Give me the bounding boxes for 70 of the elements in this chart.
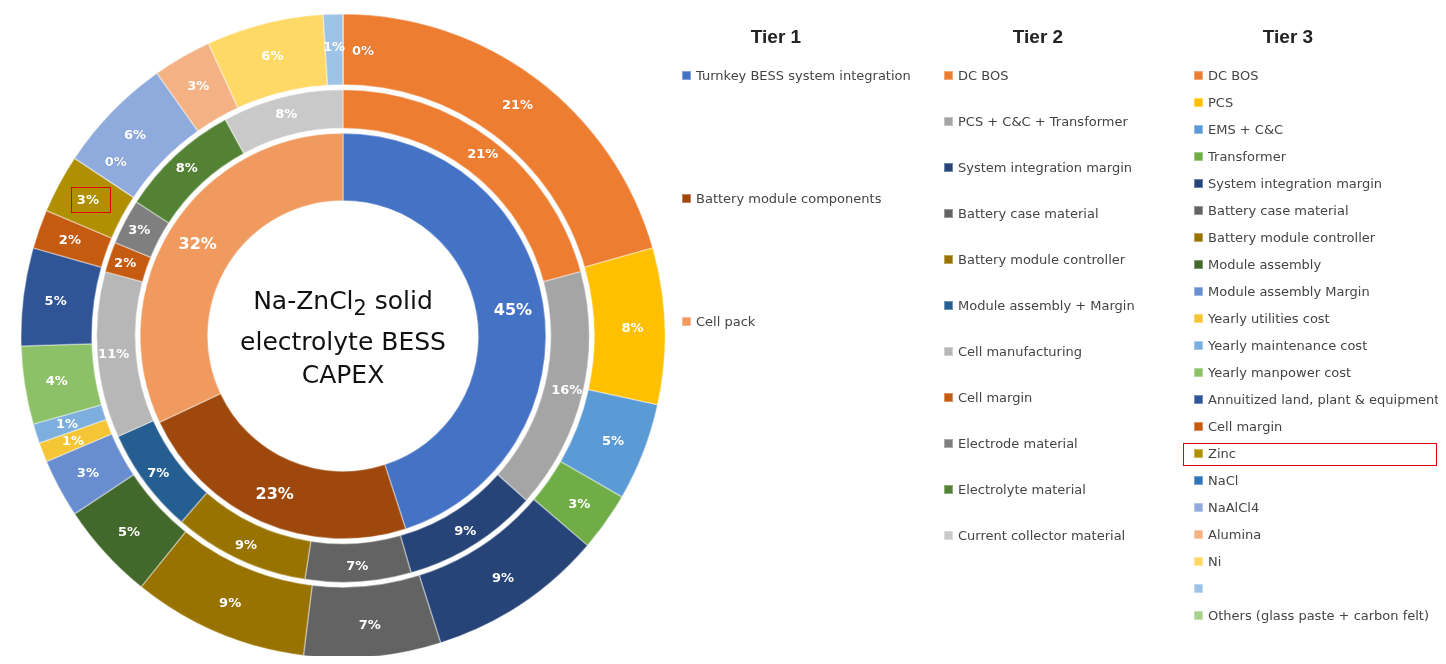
legend-title: Tier 1 [750, 26, 802, 47]
legend-label: Turnkey BESS system integration [695, 68, 911, 83]
legend-label: PCS + C&C + Transformer [958, 114, 1129, 129]
data-label: 8% [175, 159, 198, 175]
legend-label: Cell pack [696, 314, 756, 329]
data-label: 3% [128, 221, 151, 237]
data-label: 6% [261, 47, 284, 63]
legend-label: Cell manufacturing [958, 344, 1083, 359]
data-label: 8% [621, 319, 644, 335]
legend-label: Battery module controller [958, 252, 1126, 267]
legend-label: PCS [1208, 95, 1234, 110]
legend-label: NaAlCl4 [1208, 500, 1260, 515]
legend-label: Electrolyte material [958, 482, 1086, 497]
legend-label: Battery module components [696, 191, 882, 206]
legend-label: Module assembly [1208, 257, 1322, 272]
data-label: 7% [147, 465, 170, 481]
legend-label: Yearly maintenance cost [1207, 338, 1368, 353]
data-label: 23% [255, 484, 294, 504]
text: 0% [351, 42, 375, 58]
legend-label: Battery case material [958, 206, 1099, 221]
legend-label: DC BOS [958, 68, 1009, 83]
data-label: 2% [58, 232, 81, 248]
data-label: 7% [346, 558, 369, 574]
data-label: 7% [358, 616, 381, 632]
text: Na-ZnCl$_{2}$ solid electrolyte BESS CAPEX [239, 285, 447, 391]
legend-label: Alumina [1208, 527, 1262, 542]
data-label: 9% [454, 523, 477, 539]
data-label: 2% [114, 254, 137, 270]
legend-label: Current collector material [958, 528, 1126, 543]
data-label: 3% [568, 495, 591, 511]
legend-label: NaCl [1208, 473, 1239, 488]
data-label: 16% [551, 381, 583, 397]
data-label: 32% [178, 234, 217, 254]
legend-label: Battery module controller [1208, 230, 1376, 245]
data-label: 9% [491, 569, 514, 585]
data-label: 9% [219, 595, 242, 611]
legend-label: Module assembly Margin [1208, 284, 1370, 299]
data-label: 45% [493, 299, 533, 319]
data-label: 4% [45, 372, 68, 388]
legend-label: Transformer [1207, 149, 1287, 164]
legend-title: Tier 3 [1262, 26, 1314, 47]
legend-label: Yearly manpower cost [1207, 365, 1352, 380]
data-label: 5% [117, 523, 141, 539]
data-label: 21% [501, 97, 534, 113]
legend-label: Others (glass paste + carbon felt) [1208, 608, 1430, 623]
data-label: 11% [98, 346, 130, 362]
data-label: 5% [601, 433, 625, 449]
legend-label: Module assembly + Margin [958, 298, 1135, 313]
data-label: 3% [187, 77, 210, 93]
data-label: 1% [61, 433, 85, 449]
text: 0% [104, 153, 127, 169]
data-label: 3% [76, 191, 99, 207]
legend-label: System integration margin [1208, 176, 1383, 191]
legend-label: EMS + C&C [1208, 122, 1284, 137]
legend-label: Ni [1208, 554, 1222, 569]
data-label: 9% [234, 537, 258, 553]
legend-label: Electrode material [958, 436, 1078, 451]
legend-label: Cell margin [958, 390, 1033, 405]
legend-label: Yearly utilities cost [1207, 311, 1330, 326]
legend-label: DC BOS [1208, 68, 1259, 83]
legend-label: System integration margin [958, 160, 1133, 175]
legend-label: Zinc [1208, 446, 1236, 461]
data-label: 6% [124, 126, 147, 142]
legend-label: Cell margin [1208, 419, 1283, 434]
data-label: 1% [56, 416, 79, 432]
data-label: 21% [467, 145, 499, 161]
legend-label: Battery case material [1208, 203, 1349, 218]
data-label: 3% [76, 465, 99, 481]
data-label: 5% [44, 292, 67, 308]
legend-title: Tier 2 [1012, 26, 1064, 47]
